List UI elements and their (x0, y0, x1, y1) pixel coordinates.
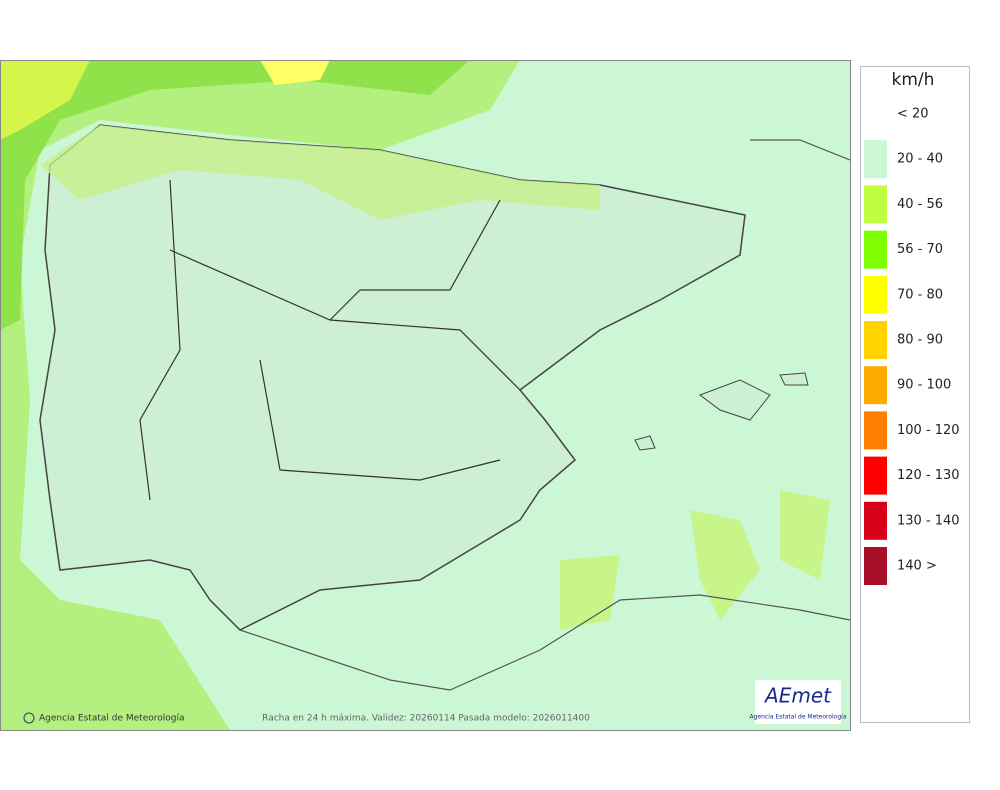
legend-swatch (864, 275, 887, 314)
legend-swatch (864, 411, 887, 450)
legend-swatch (864, 140, 887, 179)
legend-label: 140 > (897, 559, 937, 574)
wind-zone (40, 125, 600, 220)
coastline (239, 594, 850, 691)
legend-label: 80 - 90 (897, 333, 943, 348)
logo-name: AEmet (763, 684, 832, 708)
legend-swatch (864, 230, 887, 269)
wind-zone (780, 490, 830, 580)
region-border (139, 179, 521, 501)
logo-subtitle: Agencia Estatal de Meteorología (750, 714, 847, 721)
legend-title: km/h (892, 70, 935, 90)
logo-box (755, 680, 841, 724)
legend-label: 40 - 56 (897, 197, 943, 212)
legend-label: 100 - 120 (897, 423, 960, 438)
legend-swatch (864, 321, 887, 359)
legend-swatch (864, 95, 887, 133)
legend-label: 120 - 130 (897, 468, 960, 483)
legend-swatch (864, 501, 887, 540)
legend-label: 70 - 80 (897, 287, 943, 302)
caption: Racha en 24 h máxima. Validez: 20260114 … (262, 714, 590, 724)
legend-swatch (864, 185, 887, 224)
map: AEmet Agencia Estatal de Meteorología Ag… (0, 60, 850, 730)
legend-label: < 20 (897, 107, 929, 122)
credit: Agencia Estatal de Meteorología (39, 714, 185, 724)
wind-zone (690, 510, 760, 620)
wind-zone (260, 60, 330, 85)
legend-swatch (864, 456, 887, 495)
legend: km/h < 20 20 - 40 40 - 56 56 - 70 70 - 80 80 … (864, 70, 960, 585)
legend-label: 90 - 100 (897, 378, 951, 393)
copyright-icon (23, 712, 35, 724)
coastline (750, 139, 850, 161)
map-frame (0, 60, 851, 731)
legend-swatch (864, 547, 887, 585)
legend-label: 56 - 70 (897, 242, 943, 257)
islands (634, 372, 809, 451)
legend-label: 130 - 140 (897, 513, 960, 528)
wind-zone (0, 60, 90, 140)
legend-label: 20 - 40 (897, 152, 943, 167)
wind-zone (560, 555, 620, 630)
legend-swatch (864, 366, 887, 405)
